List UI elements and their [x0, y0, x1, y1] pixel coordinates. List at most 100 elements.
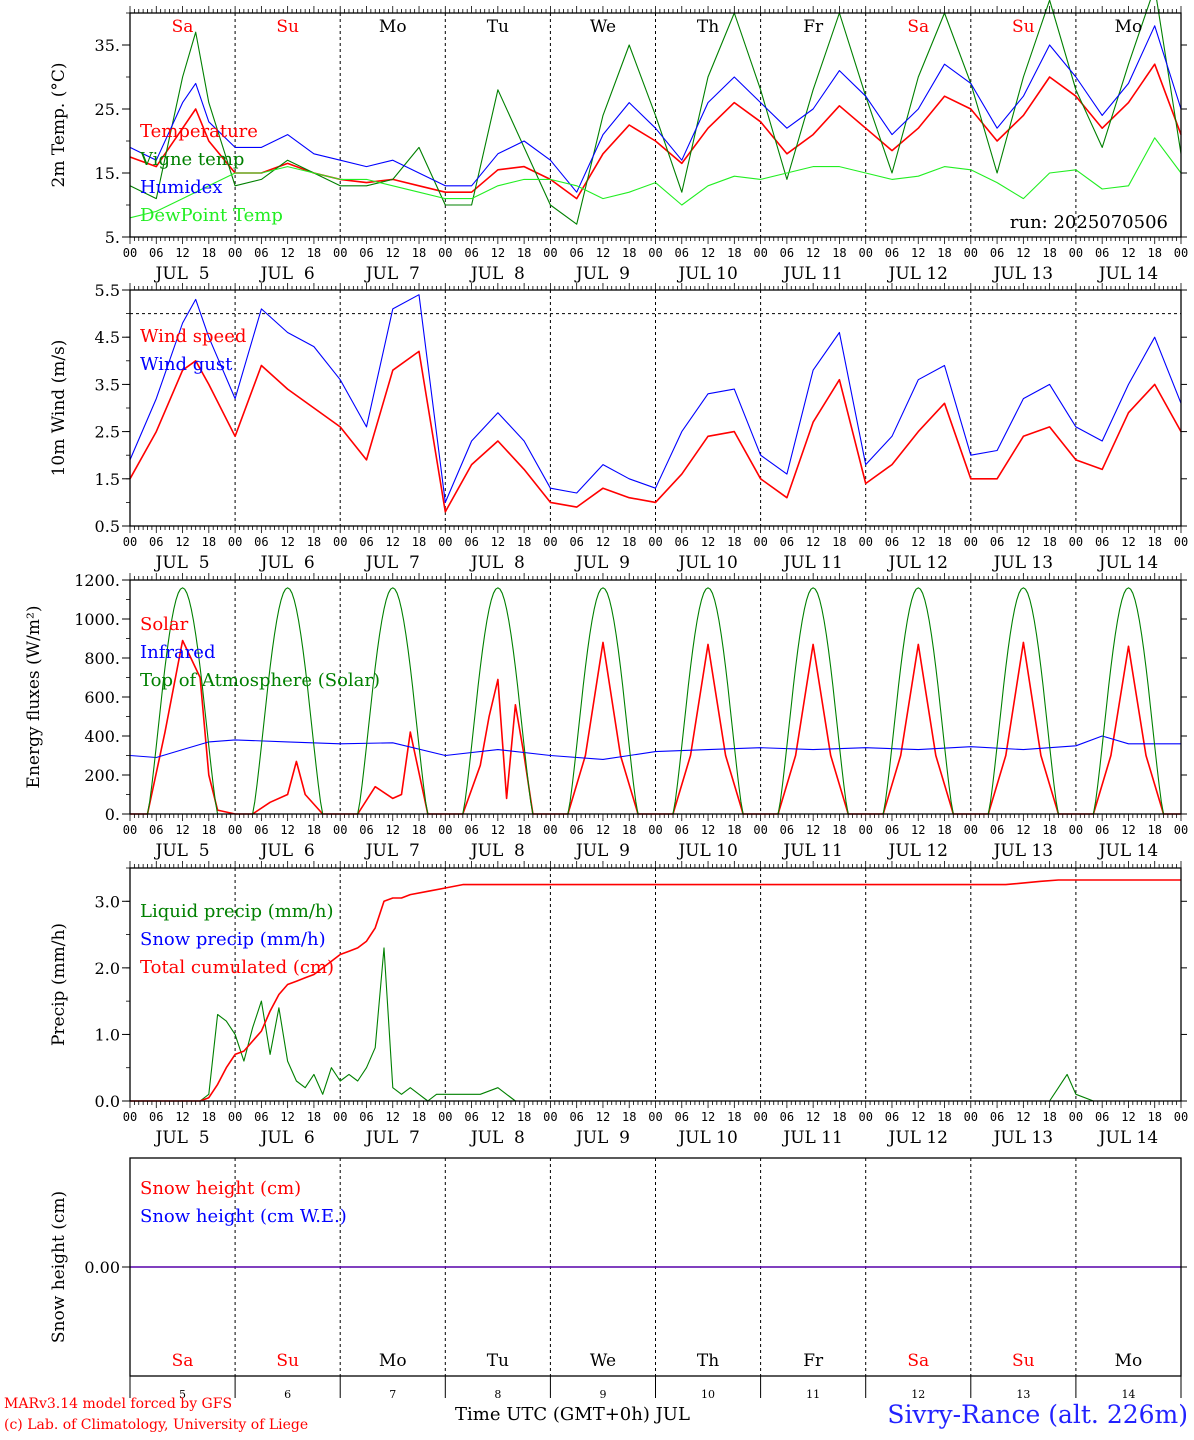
precip-date-label: JUL 14 — [1097, 1128, 1158, 1148]
temp-date-label: JUL 13 — [992, 264, 1053, 284]
snow-day-number: 8 — [494, 1388, 501, 1401]
flux-hour-label: 00 — [228, 823, 242, 837]
temp-hour-label: 12 — [1016, 246, 1030, 260]
flux-legend-entry: Solar — [140, 614, 189, 635]
wind-hour-label: 12 — [911, 535, 925, 549]
wind-date-label: JUL 13 — [992, 553, 1053, 573]
flux-hour-label: 18 — [412, 823, 426, 837]
precip-hour-label: 00 — [123, 1110, 137, 1124]
wind-series-line — [129, 294, 1182, 503]
flux-date-label: JUL 8 — [469, 841, 525, 861]
wind-hour-label: 00 — [333, 535, 347, 549]
wind-hour-label: 06 — [464, 535, 478, 549]
wind-legend-entry: Wind gust — [140, 354, 233, 375]
precip-hour-label: 18 — [937, 1110, 951, 1124]
temp-hour-label: 18 — [412, 246, 426, 260]
precip-y-tick-label: 2.0 — [95, 959, 120, 978]
snow-day-number: 14 — [1121, 1388, 1135, 1401]
weekday-label: We — [590, 17, 616, 37]
wind-hour-label: 12 — [596, 535, 610, 549]
wind-hour-label: 18 — [412, 535, 426, 549]
wind-series-line — [129, 350, 1182, 513]
precip-hour-label: 12 — [701, 1110, 715, 1124]
run-label: run: 2025070506 — [1010, 212, 1168, 233]
flux-hour-label: 12 — [1016, 823, 1030, 837]
flux-hour-label: 06 — [675, 823, 689, 837]
temp-y-axis-label: 2m Temp. (°C) — [49, 62, 69, 187]
wind-y-tick-label: 2.5 — [95, 423, 120, 442]
precip-hour-label: 00 — [753, 1110, 767, 1124]
temp-y-tick-label: 5. — [105, 228, 120, 247]
wind-hour-label: 12 — [1016, 535, 1030, 549]
precip-date-label: JUL 5 — [154, 1128, 210, 1148]
weekday-label: Fr — [803, 17, 824, 37]
flux-y-tick-label: 0. — [105, 805, 120, 824]
wind-hour-label: 18 — [202, 535, 216, 549]
wind-y-tick-label: 3.5 — [95, 375, 120, 394]
wind-y-tick-label: 0.5 — [95, 517, 120, 536]
wind-y-tick-label: 5.5 — [95, 281, 120, 300]
snow-day-number: 10 — [701, 1388, 715, 1401]
wind-date-label: JUL 14 — [1097, 553, 1158, 573]
temp-hour-label: 12 — [596, 246, 610, 260]
temp-hour-label: 06 — [569, 246, 583, 260]
wind-hour-label: 18 — [727, 535, 741, 549]
wind-hour-label: 12 — [701, 535, 715, 549]
flux-hour-label: 12 — [280, 823, 294, 837]
weekday-label: Mo — [379, 17, 407, 37]
flux-hour-label: 18 — [307, 823, 321, 837]
wind-hour-label: 00 — [438, 535, 452, 549]
snow-weekday-label: Tu — [487, 1351, 509, 1371]
temp-hour-label: 18 — [1147, 246, 1161, 260]
wind-hour-label: 12 — [175, 535, 189, 549]
flux-date-label: JUL 14 — [1097, 841, 1158, 861]
precip-hour-label: 06 — [254, 1110, 268, 1124]
flux-hour-label: 00 — [648, 823, 662, 837]
snow-weekday-label: Mo — [379, 1351, 407, 1371]
flux-hour-label: 06 — [990, 823, 1004, 837]
flux-date-label: JUL 11 — [781, 841, 842, 861]
precip-hour-label: 18 — [412, 1110, 426, 1124]
credit-line-1: MARv3.14 model forced by GFS — [4, 1396, 233, 1412]
precip-hour-label: 18 — [307, 1110, 321, 1124]
flux-hour-label: 18 — [622, 823, 636, 837]
weekday-label: Sa — [172, 17, 194, 37]
precip-hour-label: 00 — [964, 1110, 978, 1124]
precip-date-label: JUL 6 — [259, 1128, 315, 1148]
wind-y-tick-label: 4.5 — [95, 328, 120, 347]
wind-hour-label: 00 — [1174, 535, 1188, 549]
precip-y-tick-label: 3.0 — [95, 892, 120, 911]
precip-legend-entry: Liquid precip (mm/h) — [140, 901, 334, 922]
flux-hour-label: 00 — [964, 823, 978, 837]
temp-hour-label: 12 — [386, 246, 400, 260]
weekday-label: Th — [697, 17, 719, 37]
temp-hour-label: 00 — [964, 246, 978, 260]
precip-hour-label: 12 — [386, 1110, 400, 1124]
flux-legend-entry: Top of Atmosphere (Solar) — [140, 670, 380, 691]
flux-y-tick-label: 800. — [84, 649, 120, 668]
flux-hour-label: 00 — [123, 823, 137, 837]
snow-day-number: 7 — [389, 1388, 396, 1401]
temp-hour-label: 00 — [438, 246, 452, 260]
flux-hour-label: 00 — [333, 823, 347, 837]
precip-hour-label: 12 — [175, 1110, 189, 1124]
temp-hour-label: 18 — [622, 246, 636, 260]
snow-weekday-label: Su — [276, 1351, 299, 1371]
precip-hour-label: 06 — [885, 1110, 899, 1124]
wind-hour-label: 12 — [386, 535, 400, 549]
flux-date-label: JUL 6 — [259, 841, 315, 861]
snow-day-number: 9 — [599, 1388, 606, 1401]
flux-hour-label: 06 — [149, 823, 163, 837]
precip-hour-label: 12 — [806, 1110, 820, 1124]
wind-hour-label: 18 — [1042, 535, 1056, 549]
flux-hour-label: 00 — [543, 823, 557, 837]
wind-hour-label: 00 — [648, 535, 662, 549]
precip-hour-label: 00 — [438, 1110, 452, 1124]
flux-hour-label: 18 — [832, 823, 846, 837]
wind-hour-label: 18 — [307, 535, 321, 549]
wind-hour-label: 06 — [1095, 535, 1109, 549]
temp-hour-label: 06 — [885, 246, 899, 260]
flux-hour-label: 18 — [202, 823, 216, 837]
wind-hour-label: 18 — [1147, 535, 1161, 549]
flux-hour-label: 12 — [175, 823, 189, 837]
